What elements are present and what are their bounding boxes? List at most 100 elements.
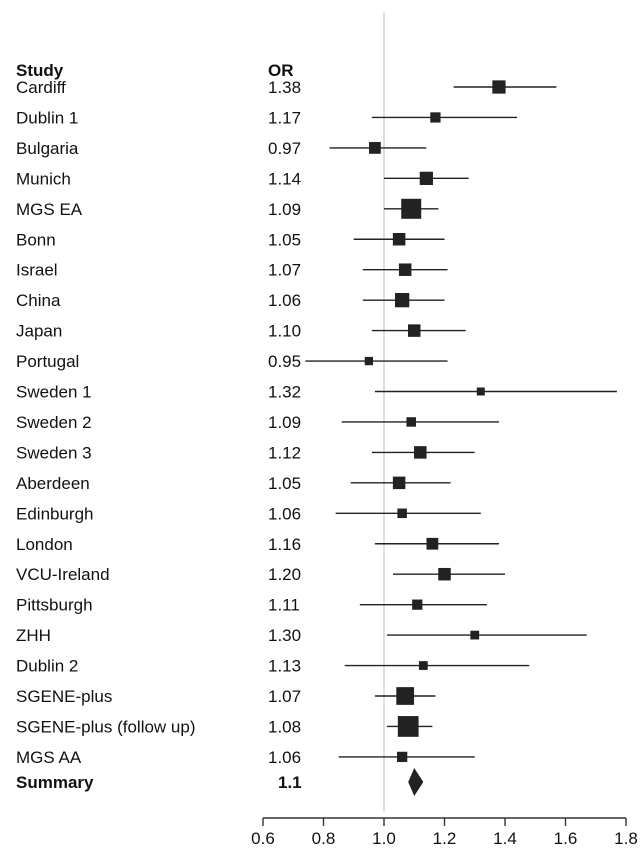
study-row: China 1.06: [16, 291, 445, 310]
x-axis-tick-label: 1.2: [433, 829, 457, 848]
x-axis: 0.6 0.8 1.0 1.2 1.4 1.6 1.8: [251, 817, 638, 848]
study-or-value: 1.06: [268, 291, 301, 310]
odds-ratio-marker: [397, 716, 419, 737]
study-row: Dublin 1 1.17: [16, 108, 518, 127]
study-row: Dublin 2 1.13: [16, 657, 530, 676]
x-axis-tick-label: 1.4: [493, 829, 517, 848]
odds-ratio-marker: [476, 387, 485, 396]
study-name: SGENE-plus (follow up): [16, 717, 196, 736]
odds-ratio-marker: [438, 567, 451, 581]
study-or-value: 1.09: [268, 200, 301, 219]
odds-ratio-marker: [470, 630, 480, 640]
odds-ratio-marker: [364, 356, 374, 366]
study-name: Aberdeen: [16, 474, 90, 493]
study-name: ZHH: [16, 626, 51, 645]
study-or-value: 0.97: [268, 139, 301, 158]
study-row: London 1.16: [16, 535, 499, 554]
study-name: SGENE-plus: [16, 687, 112, 706]
study-row: Bulgaria 0.97: [16, 139, 427, 158]
study-name: Japan: [16, 322, 62, 341]
study-name: Sweden 3: [16, 443, 92, 462]
study-row: Sweden 2 1.09: [16, 413, 499, 432]
study-name: Edinburgh: [16, 504, 94, 523]
study-name: Portugal: [16, 352, 79, 371]
study-or-value: 1.09: [268, 413, 301, 432]
summary-diamond: [408, 768, 424, 796]
odds-ratio-marker: [492, 80, 506, 94]
x-axis-tick-label: 1.6: [554, 829, 578, 848]
study-name: Israel: [16, 261, 58, 280]
study-name: China: [16, 291, 61, 310]
odds-ratio-marker: [392, 476, 406, 490]
odds-ratio-marker: [369, 142, 381, 154]
study-row: SGENE-plus (follow up) 1.08: [16, 716, 433, 737]
study-row: Cardiff 1.38: [16, 78, 557, 97]
study-or-value: 1.16: [268, 535, 301, 554]
study-or-value: 1.14: [268, 169, 301, 188]
study-or-value: 1.11: [268, 596, 300, 615]
summary-label: Summary: [16, 773, 94, 792]
odds-ratio-marker: [392, 233, 406, 246]
odds-ratio-marker: [401, 198, 422, 219]
study-row: Portugal 0.95: [16, 352, 448, 371]
study-row: Aberdeen 1.05: [16, 474, 451, 493]
odds-ratio-marker: [396, 687, 415, 705]
study-or-value: 1.08: [268, 717, 301, 736]
summary-or-value: 1.1: [278, 773, 302, 792]
x-axis-tick-label: 0.6: [251, 829, 275, 848]
study-name: Dublin 1: [16, 108, 78, 127]
study-or-value: 1.30: [268, 626, 301, 645]
odds-ratio-marker: [418, 661, 428, 670]
study-or-value: 1.05: [268, 474, 301, 493]
study-row: Sweden 3 1.12: [16, 443, 475, 462]
study-row: Japan 1.10: [16, 322, 466, 341]
study-or-value: 0.95: [268, 352, 301, 371]
study-or-value: 1.07: [268, 687, 301, 706]
study-row: Edinburgh 1.06: [16, 504, 481, 523]
study-or-value: 1.06: [268, 504, 301, 523]
study-name: Munich: [16, 169, 71, 188]
odds-ratio-marker: [398, 263, 412, 276]
study-or-value: 1.13: [268, 657, 301, 676]
study-or-value: 1.10: [268, 322, 301, 341]
study-row: MGS AA 1.06: [16, 748, 475, 767]
study-or-value: 1.20: [268, 565, 301, 584]
study-or-value: 1.32: [268, 383, 301, 402]
study-column-header: Study: [16, 61, 64, 80]
x-axis-tick-label: 0.8: [312, 829, 336, 848]
study-row: MGS EA 1.09: [16, 198, 439, 219]
study-row: ZHH 1.30: [16, 626, 587, 645]
study-name: MGS AA: [16, 748, 82, 767]
study-name: Sweden 2: [16, 413, 92, 432]
odds-ratio-marker: [412, 599, 423, 610]
odds-ratio-marker: [397, 751, 408, 763]
odds-ratio-marker: [397, 508, 407, 519]
study-name: Bulgaria: [16, 139, 79, 158]
or-column-header: OR: [268, 61, 294, 80]
study-rows: Cardiff 1.38 Dublin 1 1.17 Bulgaria 0.97 Munic…: [16, 78, 617, 767]
study-or-value: 1.38: [268, 78, 301, 97]
x-axis-tick-label: 1.0: [372, 829, 396, 848]
study-row: Munich 1.14: [16, 169, 469, 188]
study-or-value: 1.06: [268, 748, 301, 767]
study-name: Dublin 2: [16, 657, 78, 676]
x-axis-tick-label: 1.8: [614, 829, 638, 848]
study-row: Israel 1.07: [16, 261, 448, 280]
summary-row: Summary 1.1: [16, 768, 424, 796]
study-name: VCU-Ireland: [16, 565, 110, 584]
odds-ratio-marker: [426, 537, 439, 550]
odds-ratio-marker: [408, 324, 421, 337]
study-name: Sweden 1: [16, 383, 92, 402]
study-name: MGS EA: [16, 200, 83, 219]
study-or-value: 1.17: [268, 108, 301, 127]
study-name: Bonn: [16, 230, 56, 249]
odds-ratio-marker: [414, 446, 427, 459]
odds-ratio-marker: [419, 171, 433, 185]
odds-ratio-marker: [395, 293, 410, 308]
study-or-value: 1.12: [268, 443, 301, 462]
study-row: Sweden 1 1.32: [16, 383, 617, 402]
study-name: London: [16, 535, 73, 554]
study-name: Cardiff: [16, 78, 66, 97]
study-name: Pittsburgh: [16, 596, 93, 615]
